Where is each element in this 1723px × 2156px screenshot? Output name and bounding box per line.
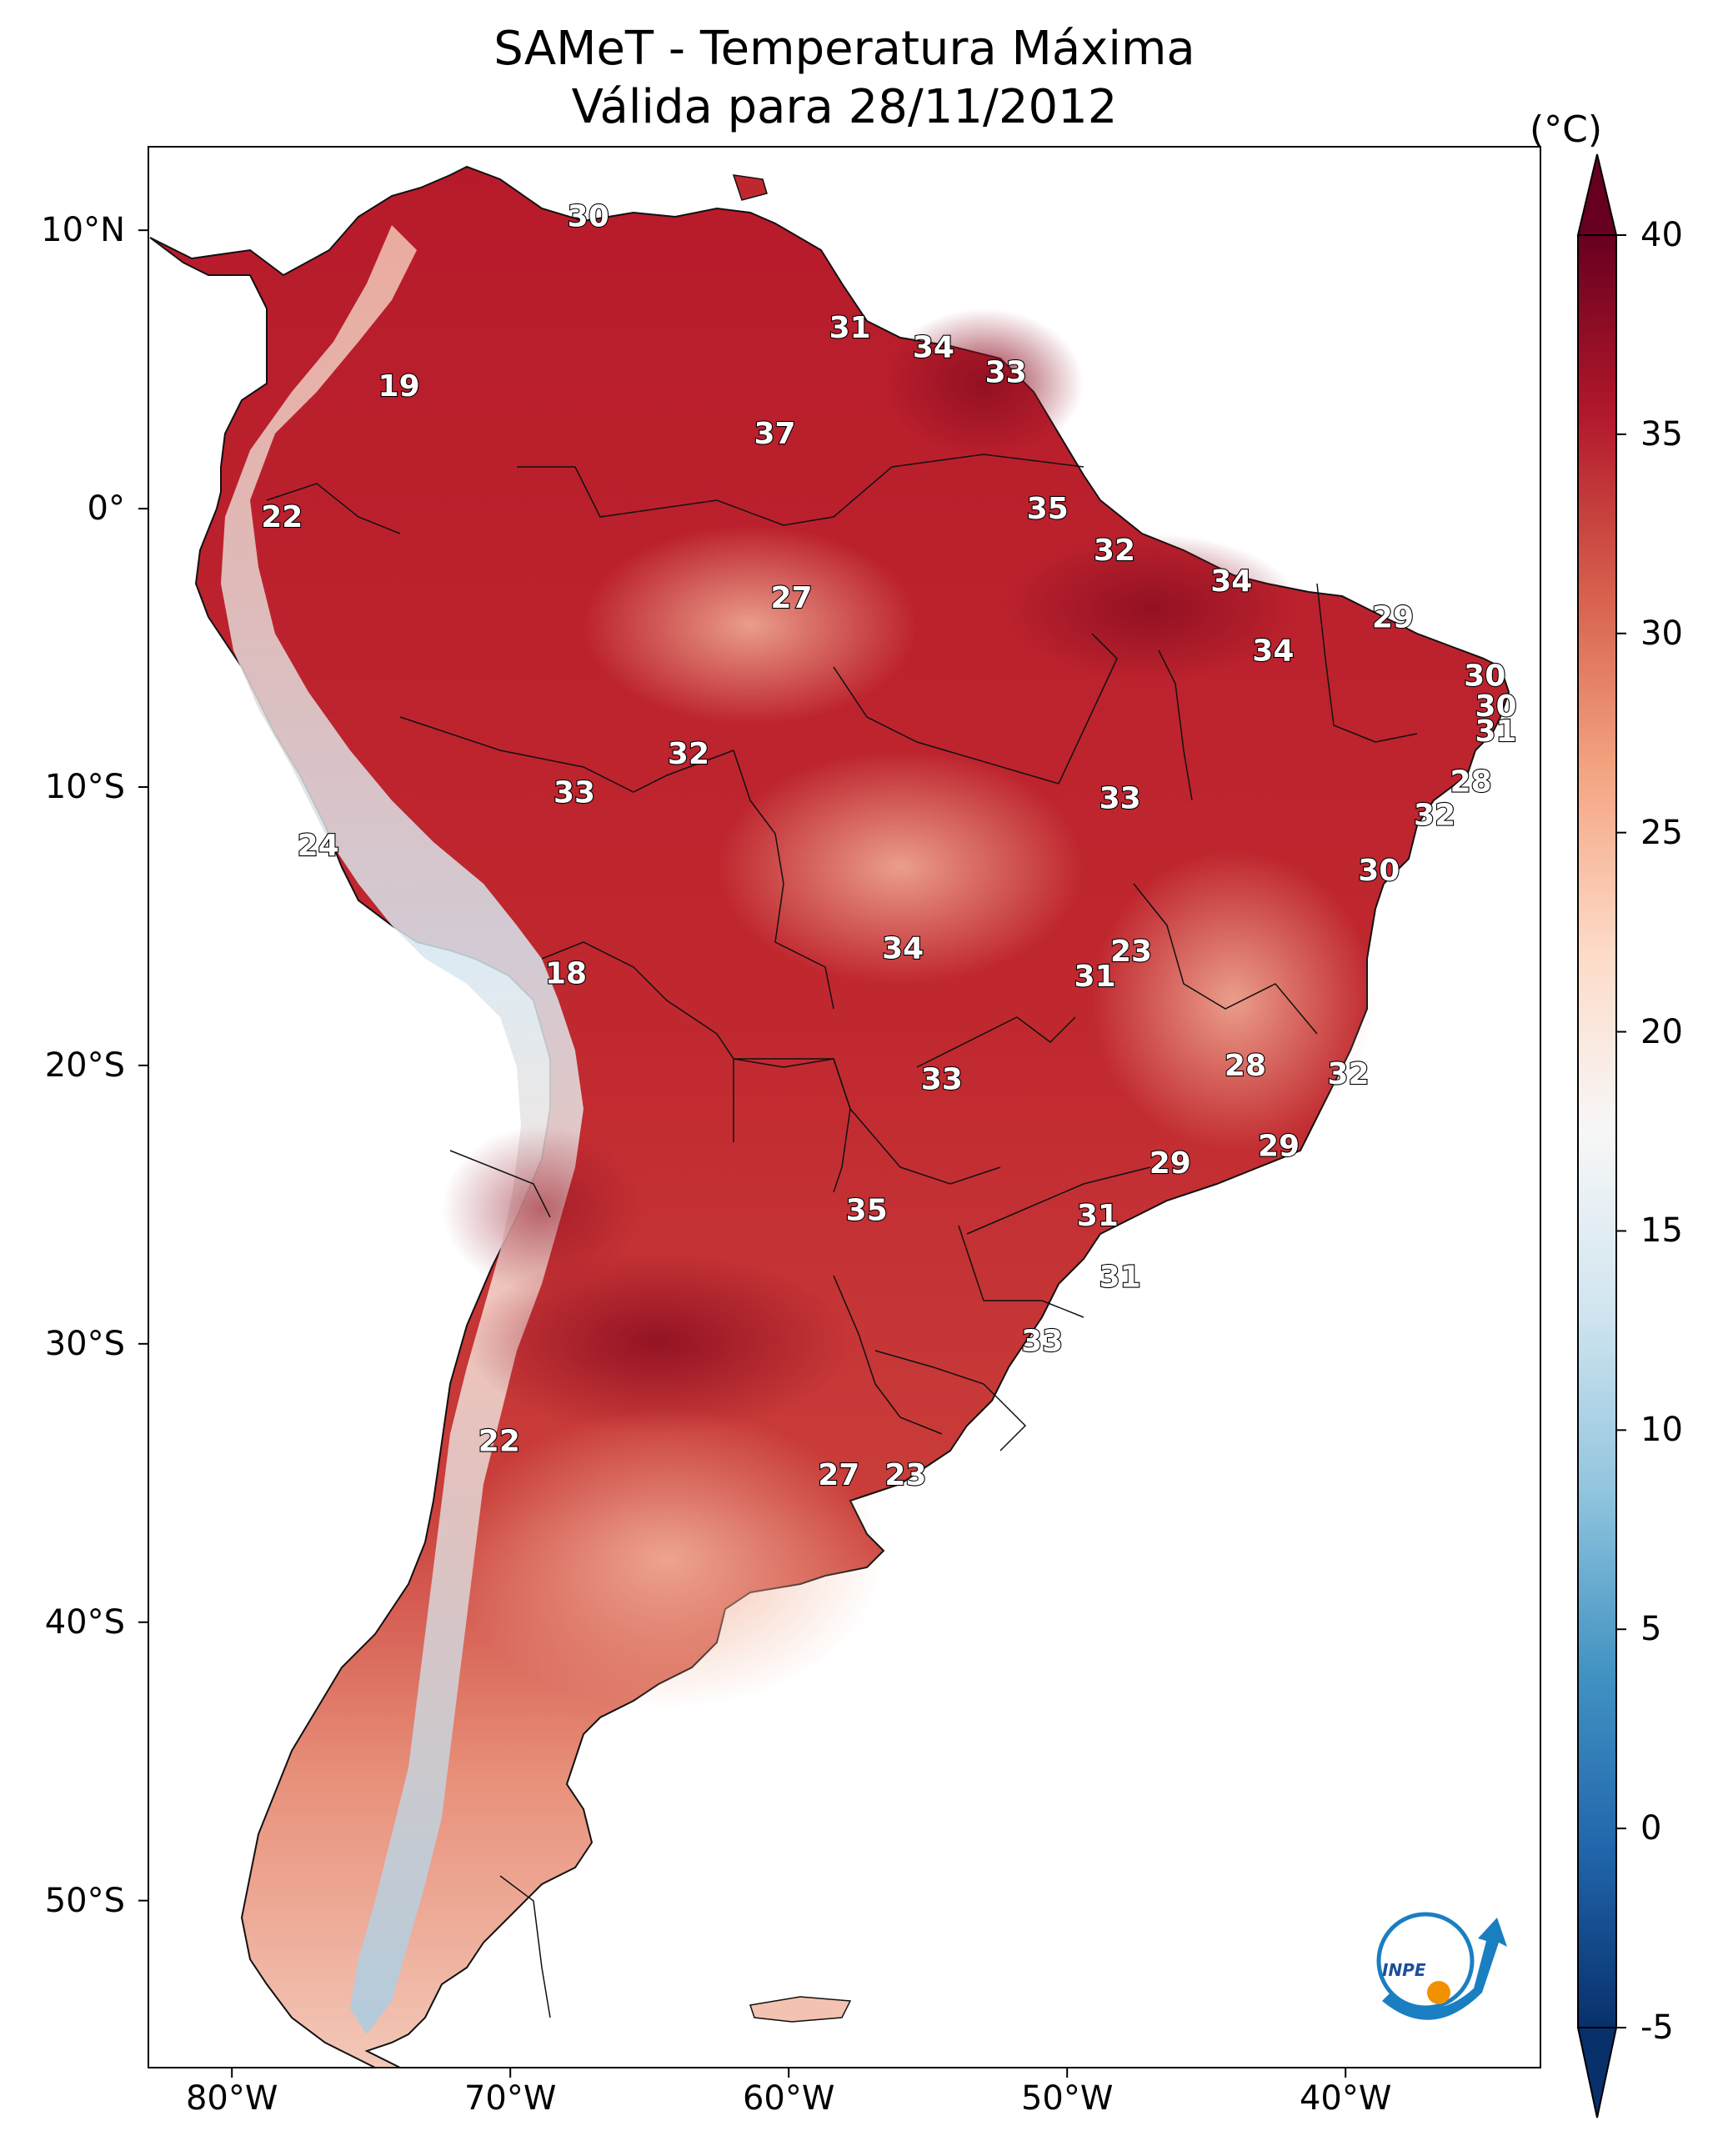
hot-region-guianas <box>884 308 1084 459</box>
contour-label: 22 <box>478 1425 520 1459</box>
contour-label: 34 <box>882 932 924 966</box>
hot-region-chaco <box>467 1251 850 1434</box>
cool-region-pampas <box>450 1409 884 1709</box>
colorbar-tick-label: 0 <box>1640 1809 1662 1848</box>
lat-label: 10°S <box>44 768 125 806</box>
contour-label: 29 <box>1258 1130 1300 1164</box>
contour-label: 29 <box>1372 600 1414 634</box>
lon-label: 80°W <box>185 2079 278 2118</box>
island-caribbean <box>732 174 768 201</box>
colorbar-tick-label: -5 <box>1640 2008 1674 2047</box>
contour-label: 33 <box>1099 781 1141 815</box>
contour-label: 33 <box>921 1063 963 1097</box>
contour-label: 32 <box>1327 1057 1369 1091</box>
lat-label: 10°N <box>41 211 125 250</box>
colorbar-tick-label: 30 <box>1640 614 1683 653</box>
contour-label: 34 <box>1252 634 1294 668</box>
lon-label: 50°W <box>1020 2079 1114 2118</box>
lat-label: 30°S <box>44 1324 125 1363</box>
cool-region-minas <box>1092 850 1375 1151</box>
map-title-line2: Válida para 28/11/2012 <box>571 80 1118 134</box>
lon-label: 60°W <box>742 2079 835 2118</box>
contour-label: 18 <box>545 957 587 991</box>
contour-label: 30 <box>1464 659 1505 693</box>
cool-region-amazon <box>584 525 917 725</box>
lat-label: 50°S <box>44 1881 125 1920</box>
contour-label: 34 <box>913 330 954 364</box>
south-america-landmass <box>149 165 1510 2068</box>
colorbar-tick-label: 35 <box>1640 414 1683 454</box>
colorbar-tick-label: 10 <box>1640 1411 1683 1450</box>
lat-label: 0° <box>87 489 125 529</box>
hot-region-bolivia <box>442 1126 642 1292</box>
axis-ticks <box>138 229 1347 2078</box>
contour-label: 30 <box>568 199 609 233</box>
contour-label: 27 <box>818 1458 859 1492</box>
logo-sun-icon <box>1427 1981 1450 2004</box>
colorbar-tick-label: 5 <box>1640 1610 1662 1649</box>
contour-label: 27 <box>770 581 812 615</box>
lon-label: 70°W <box>463 2079 557 2118</box>
contour-label: 33 <box>1021 1324 1063 1358</box>
logo-text: INPE <box>1382 1960 1426 1980</box>
logo-arrow-icon <box>1382 1918 1507 2020</box>
contour-label: 33 <box>553 776 595 810</box>
contour-label: 32 <box>668 737 709 771</box>
contour-label: 23 <box>884 1458 926 1492</box>
contour-label: 22 <box>261 500 303 534</box>
contour-label: 31 <box>1077 1199 1119 1233</box>
contour-label: 28 <box>1225 1049 1266 1083</box>
colorbar-extend-top <box>1576 153 1618 236</box>
contour-label: 23 <box>1110 935 1152 969</box>
contour-label: 30 <box>1358 854 1400 888</box>
colorbar-body <box>1577 234 1617 2028</box>
map-title-line1: SAMeT - Temperatura Máxima <box>493 22 1195 76</box>
cool-region-mato-grosso <box>717 750 1084 984</box>
contour-label: 31 <box>1475 714 1517 749</box>
contour-label: 34 <box>1210 564 1252 599</box>
contour-label: 29 <box>1150 1146 1191 1181</box>
colorbar <box>1576 153 1626 2118</box>
country-borders <box>266 454 1418 2018</box>
contour-label: 37 <box>754 417 795 451</box>
colorbar-tick-label: 40 <box>1640 216 1683 254</box>
inpe-logo: INPE <box>1376 1912 1507 2020</box>
colorbar-ticks <box>1616 234 1626 2028</box>
contour-label: 24 <box>298 829 339 863</box>
contour-label: 31 <box>829 311 871 345</box>
colorbar-tick-label: 20 <box>1640 1012 1683 1051</box>
contour-label: 35 <box>1027 492 1069 526</box>
contour-label: 32 <box>1414 798 1455 832</box>
contour-label: 30 <box>1475 689 1517 724</box>
lon-label: 40°W <box>1299 2079 1392 2118</box>
colorbar-tick-label: 25 <box>1640 813 1683 852</box>
contour-label: 32 <box>1094 534 1135 568</box>
lat-label: 20°S <box>44 1045 125 1085</box>
hot-region-para <box>1000 534 1300 684</box>
logo-orbit-icon <box>1376 1912 1475 2010</box>
falkland-islands <box>749 1996 852 2023</box>
lat-label: 40°S <box>44 1602 125 1642</box>
colorbar-extend-bottom <box>1576 2027 1618 2118</box>
contour-label: 33 <box>985 355 1027 389</box>
contour-label: 31 <box>1099 1261 1141 1295</box>
colorbar-unit: (°C) <box>1530 108 1603 151</box>
contour-label: 35 <box>846 1194 888 1228</box>
contour-label: 28 <box>1450 765 1491 799</box>
colorbar-tick-label: 15 <box>1640 1211 1683 1251</box>
contour-label: 19 <box>378 369 420 404</box>
contour-label: 31 <box>1074 960 1116 994</box>
